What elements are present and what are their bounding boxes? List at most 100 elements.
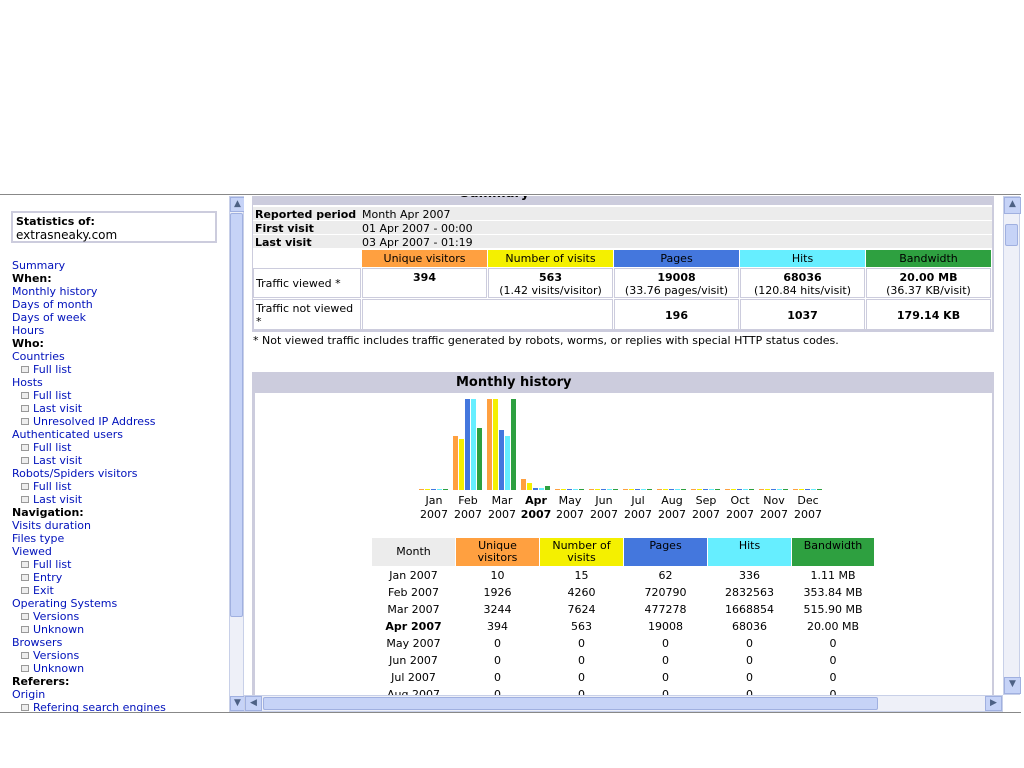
chart-year: 2007 [726, 508, 754, 521]
menu-link[interactable]: Last visit [33, 402, 83, 415]
menu-link[interactable]: Unresolved IP Address [33, 415, 156, 428]
menu-link[interactable]: Robots/Spiders visitors [12, 467, 138, 480]
row-label: Traffic not viewed * [253, 299, 361, 330]
table-value: 3244 [483, 603, 512, 616]
chart-month: Jul [631, 494, 645, 507]
bar [799, 489, 804, 490]
table-value: 0 [746, 671, 753, 684]
month-name: Jan [389, 569, 407, 582]
menu-link[interactable]: Days of month [12, 298, 93, 311]
cell-value: 394 [413, 271, 436, 284]
chart-year: 2007 [624, 508, 652, 521]
bar [579, 489, 584, 490]
scroll-thumb[interactable] [263, 697, 878, 710]
table-value: 0 [829, 654, 837, 667]
bar [737, 489, 742, 490]
menu-link[interactable]: Full list [33, 389, 72, 402]
menu-link[interactable]: Last visit [33, 493, 83, 506]
menu-link[interactable]: Files type [12, 532, 65, 545]
left-scrollbar[interactable]: ▲ ▼ [229, 196, 245, 712]
month-year: 2007 [411, 603, 440, 616]
menu-link[interactable]: Full list [33, 363, 72, 376]
menu-link[interactable]: Days of week [12, 311, 86, 324]
table-value: 0 [578, 671, 585, 684]
menu-link[interactable]: Full list [33, 558, 72, 571]
menu-link[interactable]: Summary [12, 259, 66, 272]
menu-link[interactable]: Visits duration [12, 519, 91, 532]
menu-link[interactable]: Operating Systems [12, 597, 118, 610]
menu-icon [21, 652, 29, 659]
bar [647, 489, 652, 490]
menu-link[interactable]: Refering search engines [33, 701, 166, 712]
menu-link[interactable]: Origin [12, 688, 46, 701]
stats-title: Statistics of: [16, 215, 95, 228]
menu-icon [21, 483, 29, 490]
month-name: Aug [387, 688, 409, 695]
menu-link[interactable]: Unknown [33, 623, 85, 636]
menu-icon [21, 704, 29, 711]
menu-link[interactable]: Viewed [12, 545, 52, 558]
menu-link[interactable]: Last visit [33, 454, 83, 467]
bar [419, 489, 424, 490]
chart-month: Mar [491, 494, 513, 507]
bar [743, 489, 748, 490]
scroll-down[interactable]: ▼ [1004, 677, 1021, 694]
right-scrollbar[interactable]: ▲ ▼ [1003, 196, 1021, 695]
bar [731, 489, 736, 490]
month-cell: Aug 2007 [372, 688, 455, 695]
scroll-up[interactable]: ▲ [1004, 197, 1021, 214]
bar [567, 489, 572, 490]
menu-link[interactable]: Exit [33, 584, 54, 597]
menu-frame: Statistics of: extrasneaky.com Summary Wh… [0, 196, 228, 712]
column-header: Unique visitors [362, 250, 487, 267]
bar [533, 487, 538, 490]
menu-link[interactable]: Authenticated users [12, 428, 123, 441]
cell-value: 563 [539, 271, 562, 284]
bar [691, 489, 696, 490]
menu-link[interactable]: Full list [33, 441, 72, 454]
month-name: Jun [389, 654, 407, 667]
menu-icon [21, 665, 29, 672]
menu-icon [21, 366, 29, 373]
menu-link[interactable]: Hours [12, 324, 45, 337]
table-value: 563 [571, 620, 592, 633]
menu-link[interactable]: Countries [12, 350, 65, 363]
frame-border [0, 194, 1021, 195]
table-value: 0 [494, 637, 501, 650]
month-cell: Jun 2007 [372, 654, 455, 667]
scroll-right[interactable]: ▶ [985, 696, 1002, 711]
scroll-up[interactable]: ▲ [230, 197, 245, 212]
cell-detail: (120.84 hits/visit) [753, 284, 851, 297]
scroll-down[interactable]: ▼ [230, 696, 245, 711]
table-value: 19008 [648, 620, 683, 633]
summary-cell: 1037 [740, 299, 865, 330]
chart-year: 2007 [590, 508, 618, 521]
cell-value: 196 [665, 309, 688, 322]
scroll-thumb[interactable] [1005, 224, 1018, 246]
scroll-thumb[interactable] [230, 213, 243, 617]
table-value: 10 [490, 569, 505, 582]
menu-link[interactable]: Versions [33, 610, 80, 623]
scroll-left[interactable]: ◀ [245, 696, 262, 711]
table-value: 0 [662, 688, 669, 695]
cell-value: 179.14 KB [896, 309, 961, 322]
menu-link[interactable]: Full list [33, 480, 72, 493]
menu-link[interactable]: Hosts [12, 376, 43, 389]
main-frame: Summary Reported period Month Apr 2007 Firs… [244, 196, 1003, 695]
menu-link[interactable]: Entry [33, 571, 63, 584]
menu-link[interactable]: Versions [33, 649, 80, 662]
menu-link[interactable]: Unknown [33, 662, 85, 675]
cell-detail: (1.42 visits/visitor) [499, 284, 602, 297]
chart-month: Apr [525, 494, 547, 507]
h-scrollbar[interactable]: ◀ ▶ [244, 695, 1003, 712]
table-value: 0 [494, 654, 501, 667]
period-label: Reported period [255, 208, 357, 221]
menu-link[interactable]: Monthly history [12, 285, 98, 298]
chart-month: Dec [797, 494, 819, 507]
menu-heading: When: [12, 272, 52, 285]
menu-heading: Navigation: [12, 506, 84, 519]
menu-link[interactable]: Browsers [12, 636, 63, 649]
bar [613, 489, 618, 490]
bar [771, 489, 776, 490]
